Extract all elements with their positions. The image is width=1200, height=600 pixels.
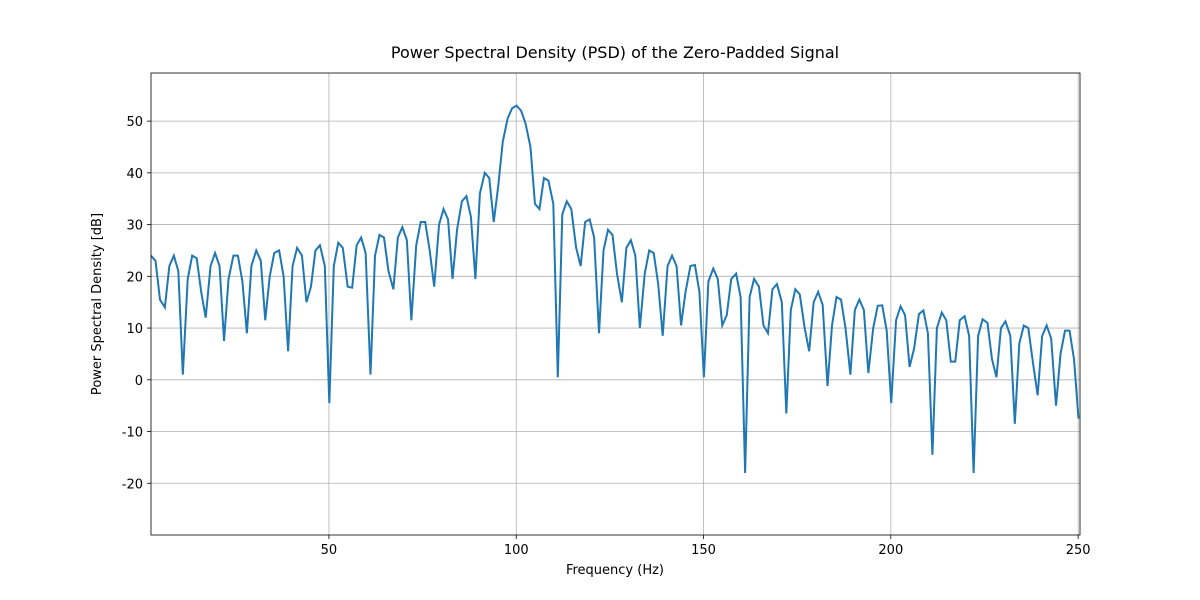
y-tick-label: 0 bbox=[135, 374, 143, 389]
x-tick-label: 200 bbox=[878, 543, 903, 558]
y-tick-label: -20 bbox=[122, 477, 143, 492]
x-tick-label: 250 bbox=[1066, 543, 1091, 558]
plot-frame bbox=[150, 72, 1081, 536]
y-tick-label: 40 bbox=[126, 167, 143, 182]
x-tick-label: 100 bbox=[504, 543, 529, 558]
line-series bbox=[151, 104, 1080, 473]
y-tick-label: 10 bbox=[126, 322, 143, 337]
y-tick-label: 50 bbox=[126, 115, 143, 130]
y-tick-label: 20 bbox=[126, 270, 143, 285]
x-tick-label: 150 bbox=[691, 543, 716, 558]
chart-title: Power Spectral Density (PSD) of the Zero… bbox=[391, 43, 839, 62]
y-tick-label: 30 bbox=[126, 219, 143, 234]
x-axis-label: Frequency (Hz) bbox=[566, 563, 664, 578]
x-tick-label: 50 bbox=[321, 543, 338, 558]
y-tick-label: -10 bbox=[122, 426, 143, 441]
y-axis-label: Power Spectral Density [dB] bbox=[90, 213, 105, 395]
